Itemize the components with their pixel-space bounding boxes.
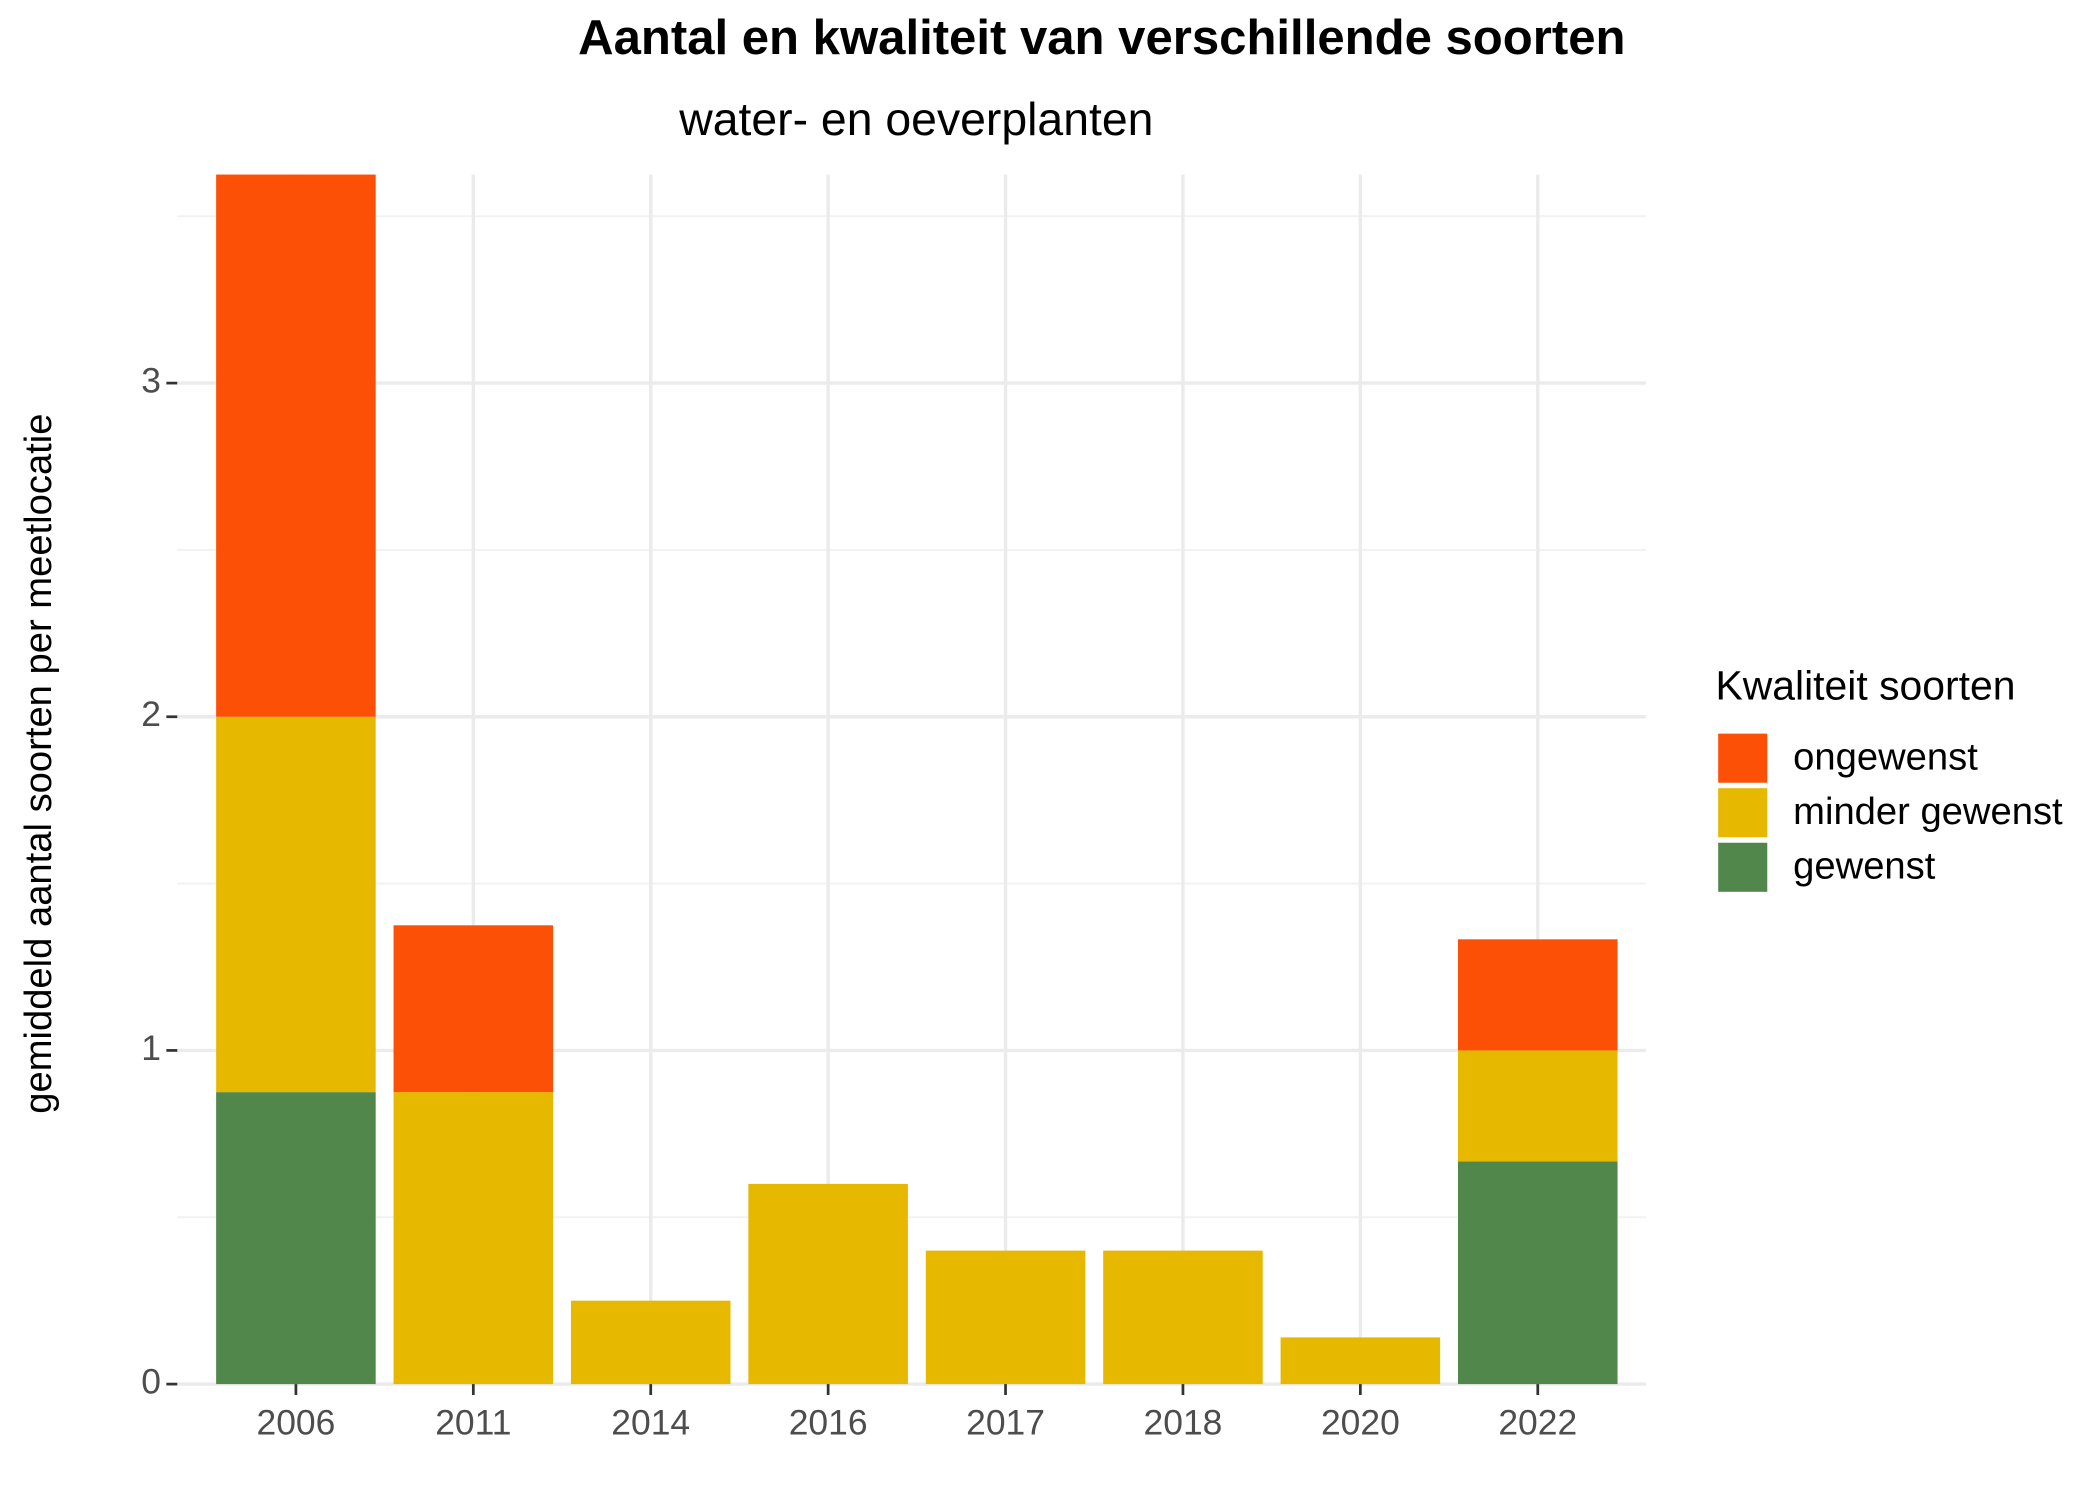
y-axis-label: gemiddeld aantal soorten per meetlocatie: [17, 414, 60, 1114]
bar-segment: [1457, 939, 1618, 1051]
x-tick-label: 2014: [611, 1402, 690, 1442]
x-tick-label: 2016: [789, 1402, 868, 1442]
bar-segment: [1457, 1050, 1618, 1162]
x-tick-label: 2020: [1321, 1402, 1400, 1442]
bar-segment: [1280, 1337, 1441, 1385]
y-tick-label: 3: [141, 360, 161, 400]
bar-segment: [216, 1092, 376, 1385]
y-tick-label: 1: [141, 1028, 161, 1068]
legend: Kwaliteit soorten ongewenst minder gewenst…: [1715, 662, 2063, 892]
chart-subtitle: water- en oeverplanten: [678, 93, 1153, 145]
bar-segment: [925, 1250, 1086, 1385]
bar-segment: [216, 716, 376, 1093]
chart-title: Aantal en kwaliteit van verschillende so…: [578, 11, 1625, 65]
legend-label: gewenst: [1793, 845, 1936, 888]
bar-segment: [216, 174, 376, 717]
legend-label: ongewenst: [1793, 736, 1978, 779]
legend-key: [1718, 842, 1768, 892]
y-tick-label: 0: [141, 1361, 161, 1401]
legend-key: [1718, 733, 1768, 783]
legend-title: Kwaliteit soorten: [1715, 662, 2015, 708]
x-tick-label: 2006: [256, 1402, 335, 1442]
x-tick-label: 2011: [435, 1402, 511, 1442]
legend-label: minder gewenst: [1793, 790, 2063, 833]
bar-segment: [1103, 1250, 1263, 1385]
x-tick-label: 2018: [1144, 1402, 1223, 1442]
x-tick-label: 2022: [1498, 1402, 1577, 1442]
bar-segment: [748, 1183, 908, 1385]
legend-key: [1718, 788, 1768, 838]
x-tick-label: 2017: [966, 1402, 1045, 1442]
bar-segment: [1457, 1161, 1618, 1385]
bar-segment: [393, 925, 554, 1093]
bar-segment: [570, 1300, 731, 1385]
plot-area: 0 1 2 3 2006 2011 2014 2016 2017 2018 2020 2022: [141, 174, 1646, 1442]
bar-segment: [393, 1092, 554, 1385]
y-tick-label: 2: [141, 694, 161, 734]
